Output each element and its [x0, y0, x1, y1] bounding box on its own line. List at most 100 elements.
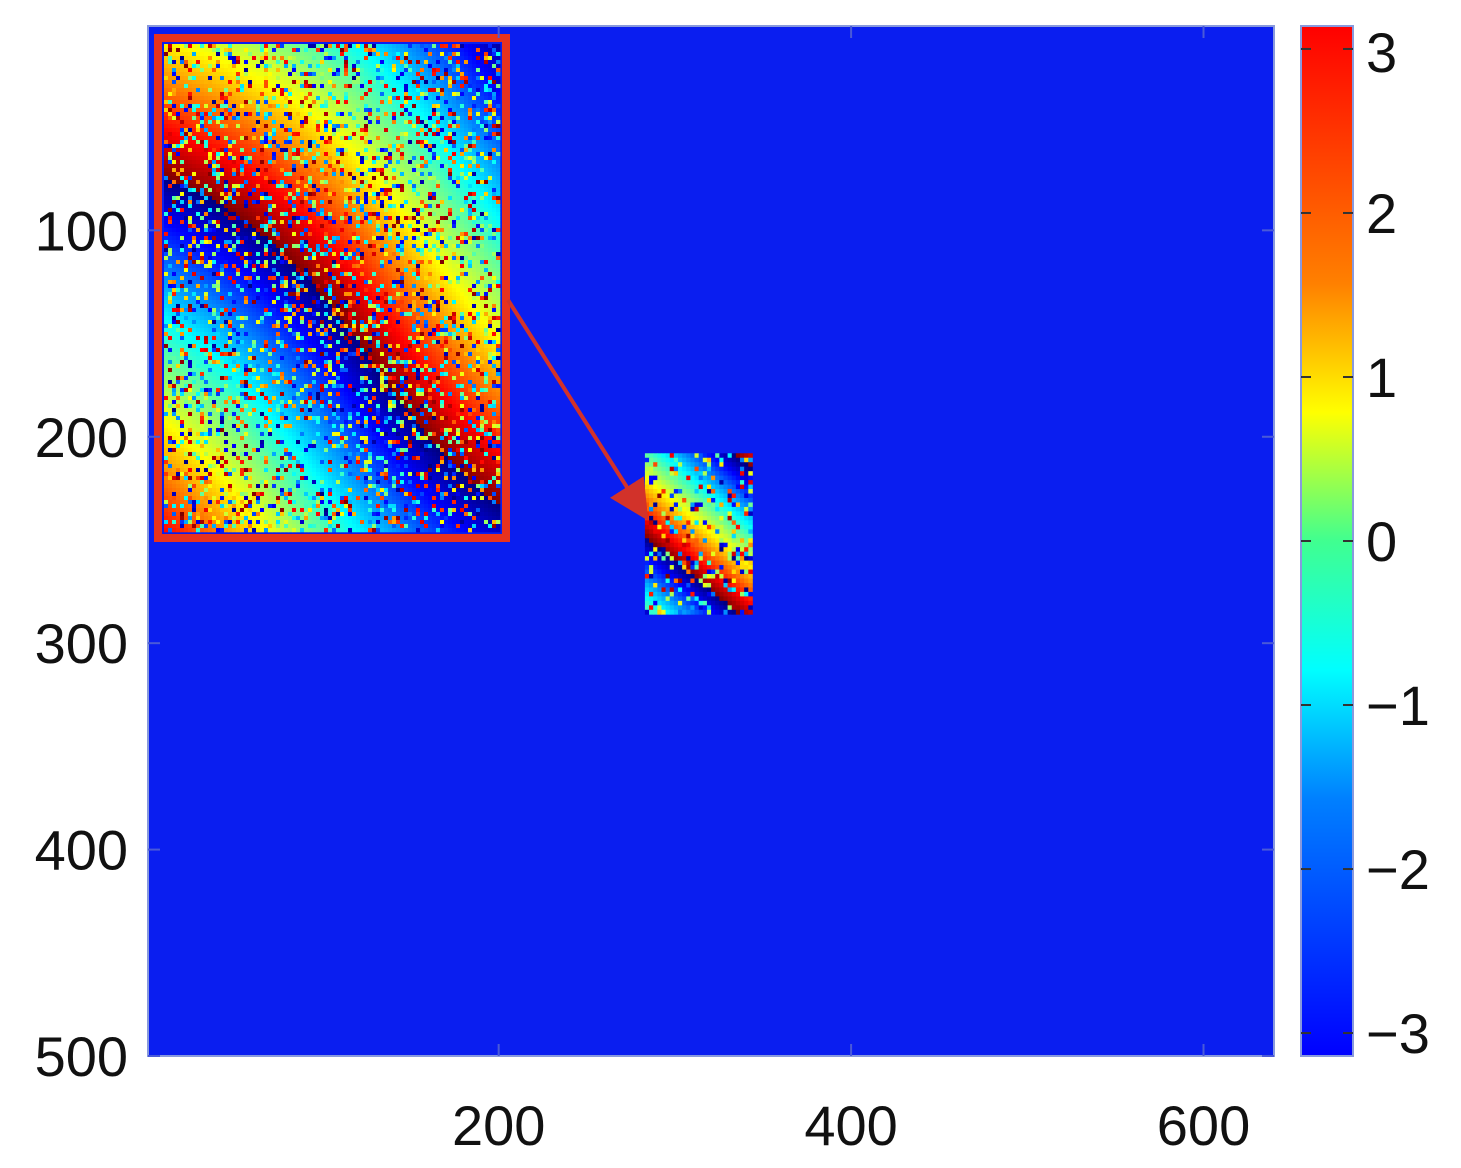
inset-cell — [448, 52, 453, 57]
inset-cell — [296, 48, 301, 53]
patch-cell — [653, 587, 658, 593]
inset-cell — [212, 64, 217, 69]
inset-cell — [172, 100, 177, 105]
inset-cell — [312, 48, 317, 53]
inset-cell — [456, 100, 461, 105]
inset-cell — [424, 132, 429, 137]
patch-cell — [644, 502, 650, 508]
inset-cell — [372, 88, 377, 93]
inset-cell — [356, 120, 361, 125]
inset-cell — [496, 164, 501, 169]
inset-cell — [392, 152, 397, 157]
patch-cell — [665, 587, 671, 593]
inset-cell — [216, 208, 221, 213]
inset-cell — [188, 80, 193, 85]
patch-cell — [715, 591, 720, 597]
inset-cell — [376, 228, 381, 233]
patch-cell — [665, 578, 671, 584]
inset-cell — [168, 72, 173, 77]
inset-cell — [488, 152, 493, 157]
inset-cell — [428, 224, 433, 229]
inset-cell — [488, 212, 493, 217]
inset-cell — [184, 236, 189, 241]
inset-cell — [232, 200, 237, 205]
inset-cell — [288, 172, 293, 177]
patch-cell — [719, 582, 724, 588]
inset-cell — [360, 232, 365, 237]
inset-cell — [396, 156, 401, 161]
inset-cell — [452, 224, 457, 229]
inset-cell — [216, 184, 221, 189]
inset-cell — [192, 184, 197, 189]
inset-cell — [280, 92, 285, 97]
inset-cell — [480, 104, 485, 109]
inset-cell — [496, 228, 501, 233]
patch-cell — [669, 600, 675, 606]
inset-cell — [308, 152, 313, 157]
inset-cell — [308, 208, 313, 213]
inset-cell — [344, 172, 349, 177]
patch-cell — [669, 578, 675, 584]
inset-cell — [452, 60, 457, 65]
inset-cell — [300, 140, 305, 145]
inset-cell — [300, 64, 305, 69]
patch-cell — [727, 489, 733, 494]
inset-cell — [464, 176, 469, 181]
patch-cell — [686, 591, 691, 597]
inset-cell — [388, 136, 393, 141]
patch-cell — [694, 506, 700, 512]
inset-cell — [288, 152, 293, 157]
inset-cell — [408, 96, 413, 101]
inset-cell — [208, 220, 213, 225]
inset-cell — [268, 224, 273, 229]
inset-cell — [284, 168, 289, 173]
inset-cell — [364, 180, 369, 185]
patch-cell — [677, 502, 683, 508]
inset-cell — [188, 100, 193, 105]
inset-cell — [324, 108, 329, 113]
inset-cell — [484, 132, 489, 137]
inset-cell — [416, 164, 421, 169]
patch-cell — [711, 466, 716, 472]
inset-cell — [300, 124, 305, 129]
patch-cell — [698, 475, 704, 481]
inset-cell — [340, 56, 345, 61]
inset-cell — [180, 228, 185, 233]
inset-cell — [188, 104, 193, 109]
inset-cell — [368, 64, 373, 69]
inset-cell — [200, 152, 205, 157]
patch-cell — [702, 480, 708, 485]
patch-cell — [686, 524, 691, 530]
inset-cell — [280, 220, 285, 225]
inset-cell — [308, 68, 313, 73]
inset-cell — [376, 144, 381, 149]
inset-cell — [232, 220, 237, 225]
inset-cell — [212, 152, 217, 157]
inset-cell — [424, 112, 429, 117]
inset-cell — [496, 204, 501, 209]
inset-cell — [204, 164, 209, 169]
inset-cell — [428, 232, 433, 237]
inset-cell — [392, 148, 397, 153]
inset-cell — [220, 48, 225, 53]
inset-cell — [472, 192, 477, 197]
inset-cell — [376, 204, 381, 209]
inset-cell — [328, 132, 333, 137]
inset-cell — [268, 112, 273, 117]
patch-cell — [657, 556, 662, 562]
inset-cell — [404, 76, 409, 81]
inset-cell — [344, 208, 349, 213]
inset-cell — [348, 44, 353, 49]
inset-cell — [356, 176, 361, 181]
inset-cell — [364, 196, 369, 201]
inset-cell — [348, 232, 353, 237]
inset-cell — [344, 196, 349, 201]
inset-cell — [216, 200, 221, 205]
inset-cell — [420, 164, 425, 169]
inset-cell — [420, 208, 425, 213]
inset-cell — [228, 108, 233, 113]
inset-cell — [376, 80, 381, 85]
inset-cell — [224, 144, 229, 149]
inset-cell — [452, 136, 457, 141]
patch-cell — [649, 502, 654, 508]
